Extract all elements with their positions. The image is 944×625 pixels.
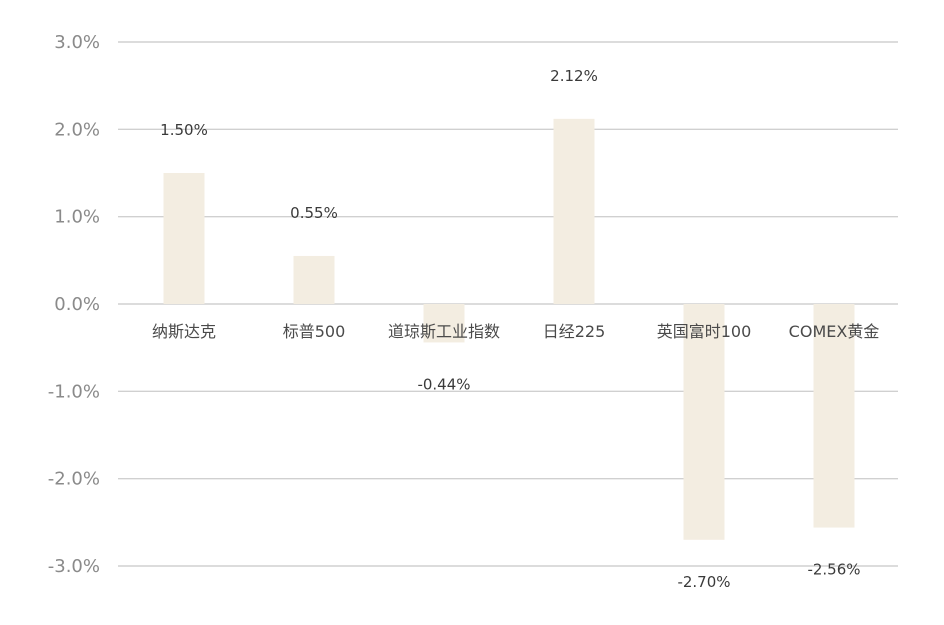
label-layer: 3.0% 2.0% 1.0% 0.0% -1.0% -2.0% -3.0% 纳斯达克 1.50%…: [48, 32, 880, 591]
x-tick-label: 日经225: [543, 322, 606, 341]
bar: [553, 118, 595, 304]
y-tick-label: 0.0%: [54, 294, 100, 315]
bar: [423, 304, 465, 343]
bar: [813, 304, 855, 528]
bar: [163, 173, 205, 304]
y-tick-label: -2.0%: [48, 469, 100, 490]
bar-layer: [163, 118, 855, 540]
data-label: 0.55%: [290, 204, 338, 222]
y-tick-label: 3.0%: [54, 32, 100, 53]
y-tick-label: 1.0%: [54, 207, 100, 228]
bar: [293, 255, 335, 304]
y-tick-label: -3.0%: [48, 556, 100, 577]
x-tick-label: 纳斯达克: [152, 322, 216, 341]
x-tick-label: 道琼斯工业指数: [388, 322, 500, 341]
data-label: 2.12%: [550, 67, 598, 85]
y-tick-label: -1.0%: [48, 381, 100, 402]
x-tick-label: COMEX黄金: [789, 322, 880, 341]
y-tick-label: 2.0%: [54, 119, 100, 140]
data-label: -2.70%: [677, 573, 730, 591]
x-tick-label: 英国富时100: [657, 322, 752, 341]
data-label: -2.56%: [807, 561, 860, 579]
data-label: -0.44%: [417, 375, 470, 393]
grid-layer: [118, 41, 898, 567]
data-label: 1.50%: [160, 121, 208, 139]
x-tick-label: 标普500: [283, 322, 346, 341]
bar: [683, 304, 725, 540]
